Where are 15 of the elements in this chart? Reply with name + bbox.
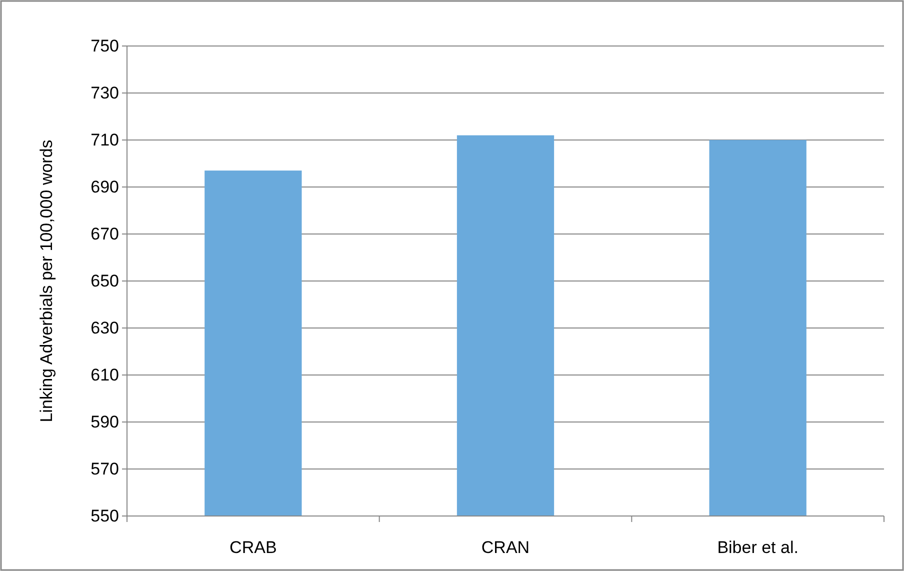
y-tick-label: 730 bbox=[90, 83, 119, 102]
y-tick-label: 550 bbox=[90, 506, 119, 526]
x-tick-label: CRAN bbox=[481, 538, 530, 557]
y-tick-label: 710 bbox=[90, 130, 119, 150]
x-tick-label: Biber et al. bbox=[717, 538, 798, 557]
y-tick-label: 650 bbox=[90, 271, 119, 290]
y-tick-label: 590 bbox=[90, 412, 119, 432]
x-tick-label: CRAB bbox=[230, 538, 277, 557]
y-tick-label: 670 bbox=[90, 224, 119, 244]
y-tick-label: 690 bbox=[90, 177, 119, 196]
y-tick-label: 610 bbox=[90, 365, 119, 384]
y-tick-label: 750 bbox=[90, 36, 119, 56]
y-tick-label: 630 bbox=[90, 318, 119, 338]
y-axis-title: Linking Adverbials per 100,000 words bbox=[37, 140, 56, 422]
y-tick-label: 570 bbox=[90, 459, 119, 478]
